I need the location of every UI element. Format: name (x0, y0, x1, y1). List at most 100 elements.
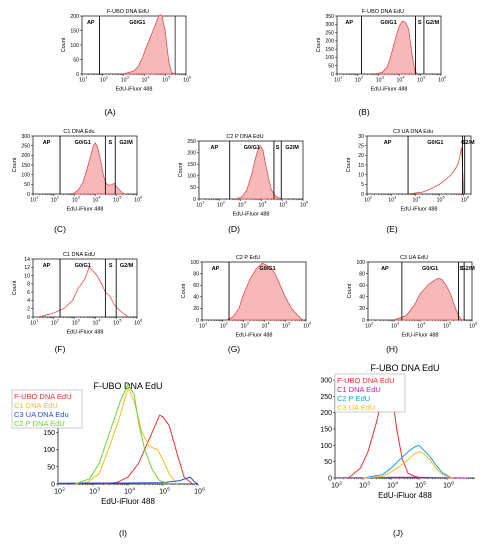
chart-title: C1 DNA EdU (63, 252, 95, 258)
x-tick-label: 10 (134, 198, 140, 204)
panel-label: (J) (393, 528, 403, 538)
x-tick-label: 10 (100, 78, 106, 84)
gate-label: G2/M (119, 140, 133, 146)
histogram-area (72, 142, 127, 195)
gate-label: AP (345, 20, 353, 26)
x-tick-label: 10 (134, 321, 140, 327)
x-tick-exponent: 6 (444, 76, 446, 80)
y-tick-label: 50 (24, 182, 30, 188)
y-tick-label: 50 (190, 185, 196, 191)
x-tick-exponent: 4 (265, 201, 267, 205)
x-tick-label: 10 (54, 489, 62, 496)
x-tick-label: 10 (415, 483, 423, 490)
x-tick-exponent: 3 (397, 322, 399, 326)
x-tick-exponent: 4 (268, 322, 270, 326)
chart-title: F-UBO DNA EdU (93, 381, 162, 391)
y-tick-label: 250 (21, 143, 30, 149)
histogram-area (235, 144, 283, 200)
series-line-red (39, 266, 129, 318)
legend-entry: C2 P EdU (337, 394, 370, 403)
x-tick-exponent: 4 (395, 481, 398, 487)
chart-title: F-UBO DNA EdU (362, 9, 404, 15)
x-tick-exponent: 3 (244, 201, 246, 205)
y-tick-label: 250 (320, 394, 332, 401)
gate-label: AP (87, 20, 95, 26)
gate-label: G0/G1 (244, 145, 260, 151)
x-tick-exponent: 6 (189, 76, 191, 80)
x-tick-label: 10 (300, 203, 306, 209)
x-tick-label: 10 (359, 483, 367, 490)
y-tick-label: 150 (70, 28, 79, 34)
x-tick-exponent: 4 (423, 322, 425, 326)
x-tick-exponent: 5 (168, 76, 170, 80)
x-tick-label: 10 (469, 324, 475, 330)
series-line-yellow (74, 386, 178, 485)
panel-label: (C) (54, 224, 66, 234)
y-axis-label: Count (178, 162, 184, 177)
series-line-green (74, 383, 170, 485)
y-tick-label: 100 (325, 55, 334, 61)
y-tick-label: 60 (359, 283, 365, 289)
x-tick-exponent: 5 (443, 196, 445, 200)
y-tick-label: 14 (24, 257, 30, 263)
y-tick-label: 150 (43, 430, 55, 437)
y-tick-label: 200 (187, 150, 196, 156)
x-tick-exponent: 1 (205, 322, 207, 326)
gate-label: S (418, 20, 422, 26)
plot-frame (366, 135, 472, 195)
y-tick-label: 30 (358, 134, 364, 140)
x-tick-exponent: 3 (394, 196, 396, 200)
y-tick-label: 50 (328, 64, 334, 70)
x-tick-label: 10 (438, 78, 444, 84)
x-tick-exponent: 5 (449, 322, 451, 326)
series-line-yellow (362, 451, 453, 479)
x-axis-label: EdU-iFluor 488 (67, 206, 104, 212)
histogram-area (375, 20, 418, 75)
x-tick-exponent: 2 (106, 76, 108, 80)
gate-label: G0/G1 (422, 266, 438, 272)
x-tick-label: 10 (79, 78, 85, 84)
x-tick-exponent: 6 (140, 319, 142, 323)
x-tick-exponent: 3 (97, 487, 100, 493)
x-tick-label: 10 (199, 324, 205, 330)
y-axis-label: Count (346, 157, 352, 172)
x-tick-exponent: 3 (382, 76, 384, 80)
panel-label: (B) (358, 107, 370, 117)
x-tick-exponent: 4 (99, 196, 101, 200)
y-tick-label: 150 (320, 426, 332, 433)
x-tick-label: 10 (238, 203, 244, 209)
x-tick-label: 10 (93, 198, 99, 204)
x-tick-label: 10 (443, 483, 451, 490)
y-tick-label: 300 (21, 134, 30, 140)
y-axis-label: Count (181, 283, 187, 298)
y-tick-label: 0 (193, 197, 196, 203)
y-tick-label: 100 (70, 43, 79, 49)
y-tick-label: 100 (21, 172, 30, 178)
y-tick-label: 2 (27, 307, 30, 313)
gate-label: G0/G1 (380, 20, 396, 26)
y-tick-label: 100 (356, 260, 365, 266)
series-line-red (103, 414, 193, 485)
y-tick-label: 80 (193, 271, 199, 277)
gate-label: S (462, 140, 466, 146)
x-tick-exponent: 5 (288, 322, 290, 326)
panel-label: (G) (228, 344, 240, 354)
y-tick-label: 60 (193, 283, 199, 289)
y-tick-label: 350 (325, 14, 334, 20)
legend-entry: C3 UA DNA Edu (14, 410, 69, 419)
gate-label: AP (212, 266, 220, 272)
y-tick-label: 150 (21, 163, 30, 169)
gate-label: G2/M (426, 20, 440, 26)
gate-label: AP (381, 266, 389, 272)
y-tick-label: 150 (187, 162, 196, 168)
gate-label: S (459, 266, 463, 272)
y-tick-label: 100 (43, 447, 55, 454)
x-tick-label: 10 (113, 198, 119, 204)
histogram-area (393, 277, 463, 321)
x-tick-label: 10 (365, 324, 371, 330)
y-axis-label: Count (61, 37, 67, 52)
x-tick-label: 10 (113, 321, 119, 327)
y-tick-label: 80 (359, 271, 365, 277)
